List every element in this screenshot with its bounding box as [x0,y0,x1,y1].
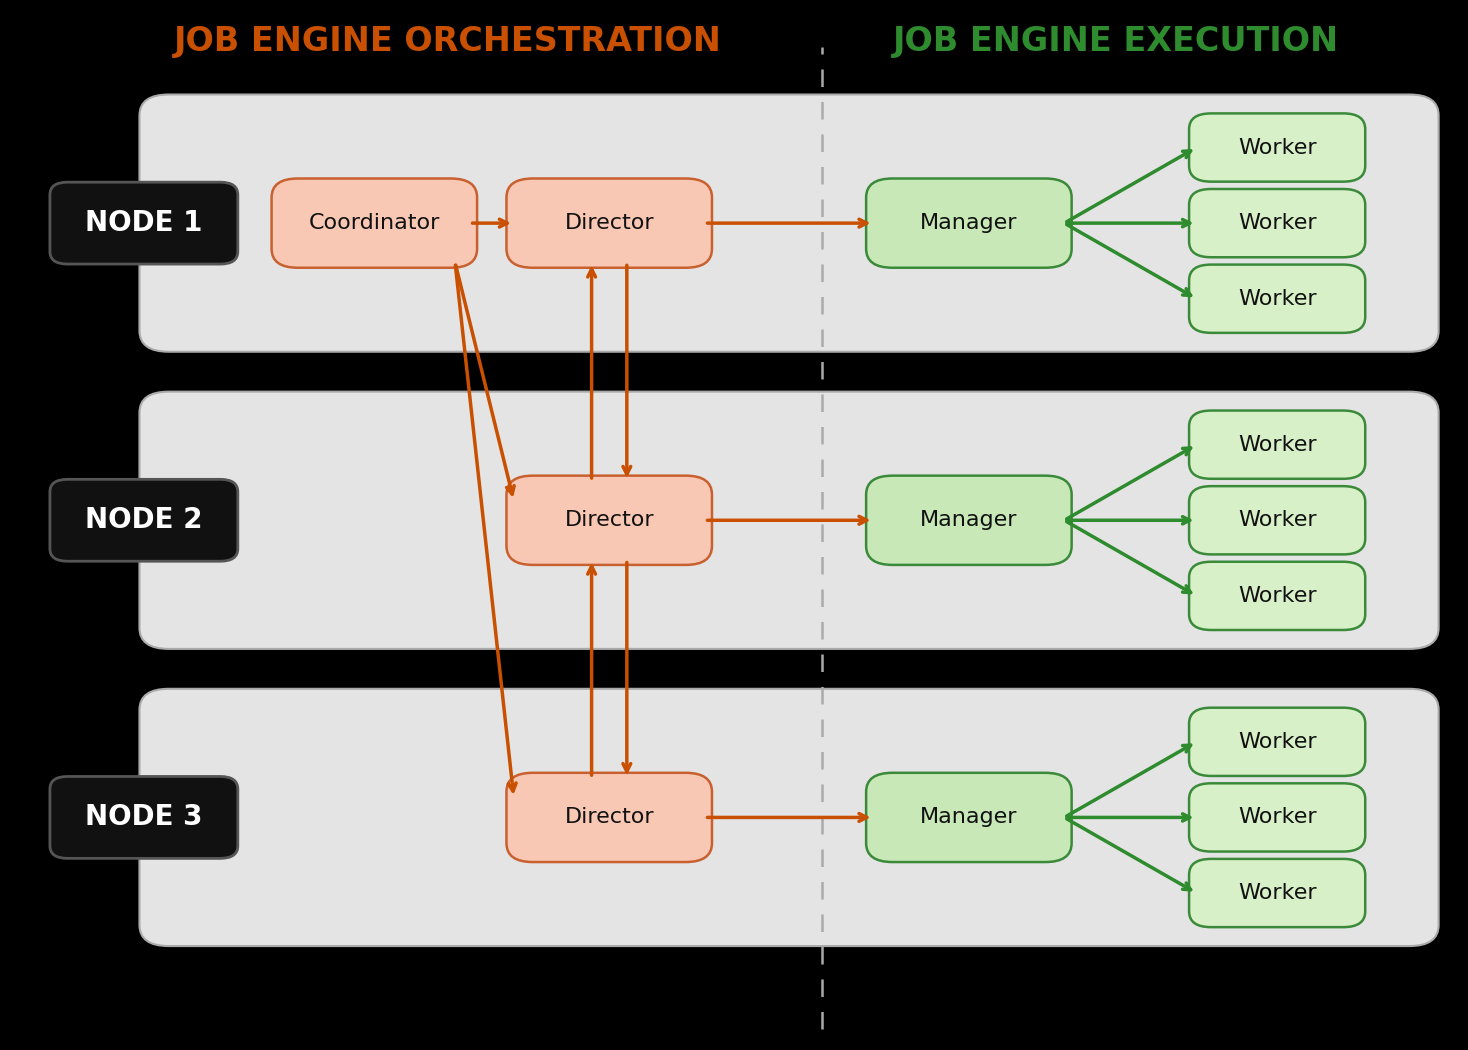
FancyBboxPatch shape [1189,189,1365,257]
FancyBboxPatch shape [506,178,712,268]
FancyBboxPatch shape [139,392,1439,649]
Text: Director: Director [564,510,655,530]
Text: Worker: Worker [1238,510,1317,530]
FancyBboxPatch shape [1189,486,1365,554]
FancyBboxPatch shape [272,178,477,268]
Text: Manager: Manager [920,510,1017,530]
Text: NODE 1: NODE 1 [85,209,203,237]
FancyBboxPatch shape [1189,783,1365,852]
FancyBboxPatch shape [1189,562,1365,630]
Text: Worker: Worker [1238,883,1317,903]
FancyBboxPatch shape [1189,411,1365,479]
FancyBboxPatch shape [139,94,1439,352]
Text: NODE 3: NODE 3 [85,803,203,832]
Text: Worker: Worker [1238,138,1317,158]
Text: Manager: Manager [920,213,1017,233]
Text: Worker: Worker [1238,435,1317,455]
Text: Worker: Worker [1238,289,1317,309]
Text: JOB ENGINE EXECUTION: JOB ENGINE EXECUTION [893,25,1339,59]
FancyBboxPatch shape [50,776,238,858]
FancyBboxPatch shape [1189,265,1365,333]
FancyBboxPatch shape [1189,859,1365,927]
Text: Worker: Worker [1238,732,1317,752]
FancyBboxPatch shape [50,480,238,562]
Text: Manager: Manager [920,807,1017,827]
FancyBboxPatch shape [866,773,1072,862]
FancyBboxPatch shape [1189,113,1365,182]
Text: Worker: Worker [1238,213,1317,233]
FancyBboxPatch shape [506,476,712,565]
FancyBboxPatch shape [866,476,1072,565]
Text: Coordinator: Coordinator [308,213,440,233]
FancyBboxPatch shape [1189,708,1365,776]
FancyBboxPatch shape [866,178,1072,268]
FancyBboxPatch shape [506,773,712,862]
FancyBboxPatch shape [139,689,1439,946]
Text: Director: Director [564,213,655,233]
Text: Worker: Worker [1238,807,1317,827]
Text: JOB ENGINE ORCHESTRATION: JOB ENGINE ORCHESTRATION [173,25,722,59]
Text: Worker: Worker [1238,586,1317,606]
Text: Director: Director [564,807,655,827]
Text: NODE 2: NODE 2 [85,506,203,534]
FancyBboxPatch shape [50,183,238,264]
